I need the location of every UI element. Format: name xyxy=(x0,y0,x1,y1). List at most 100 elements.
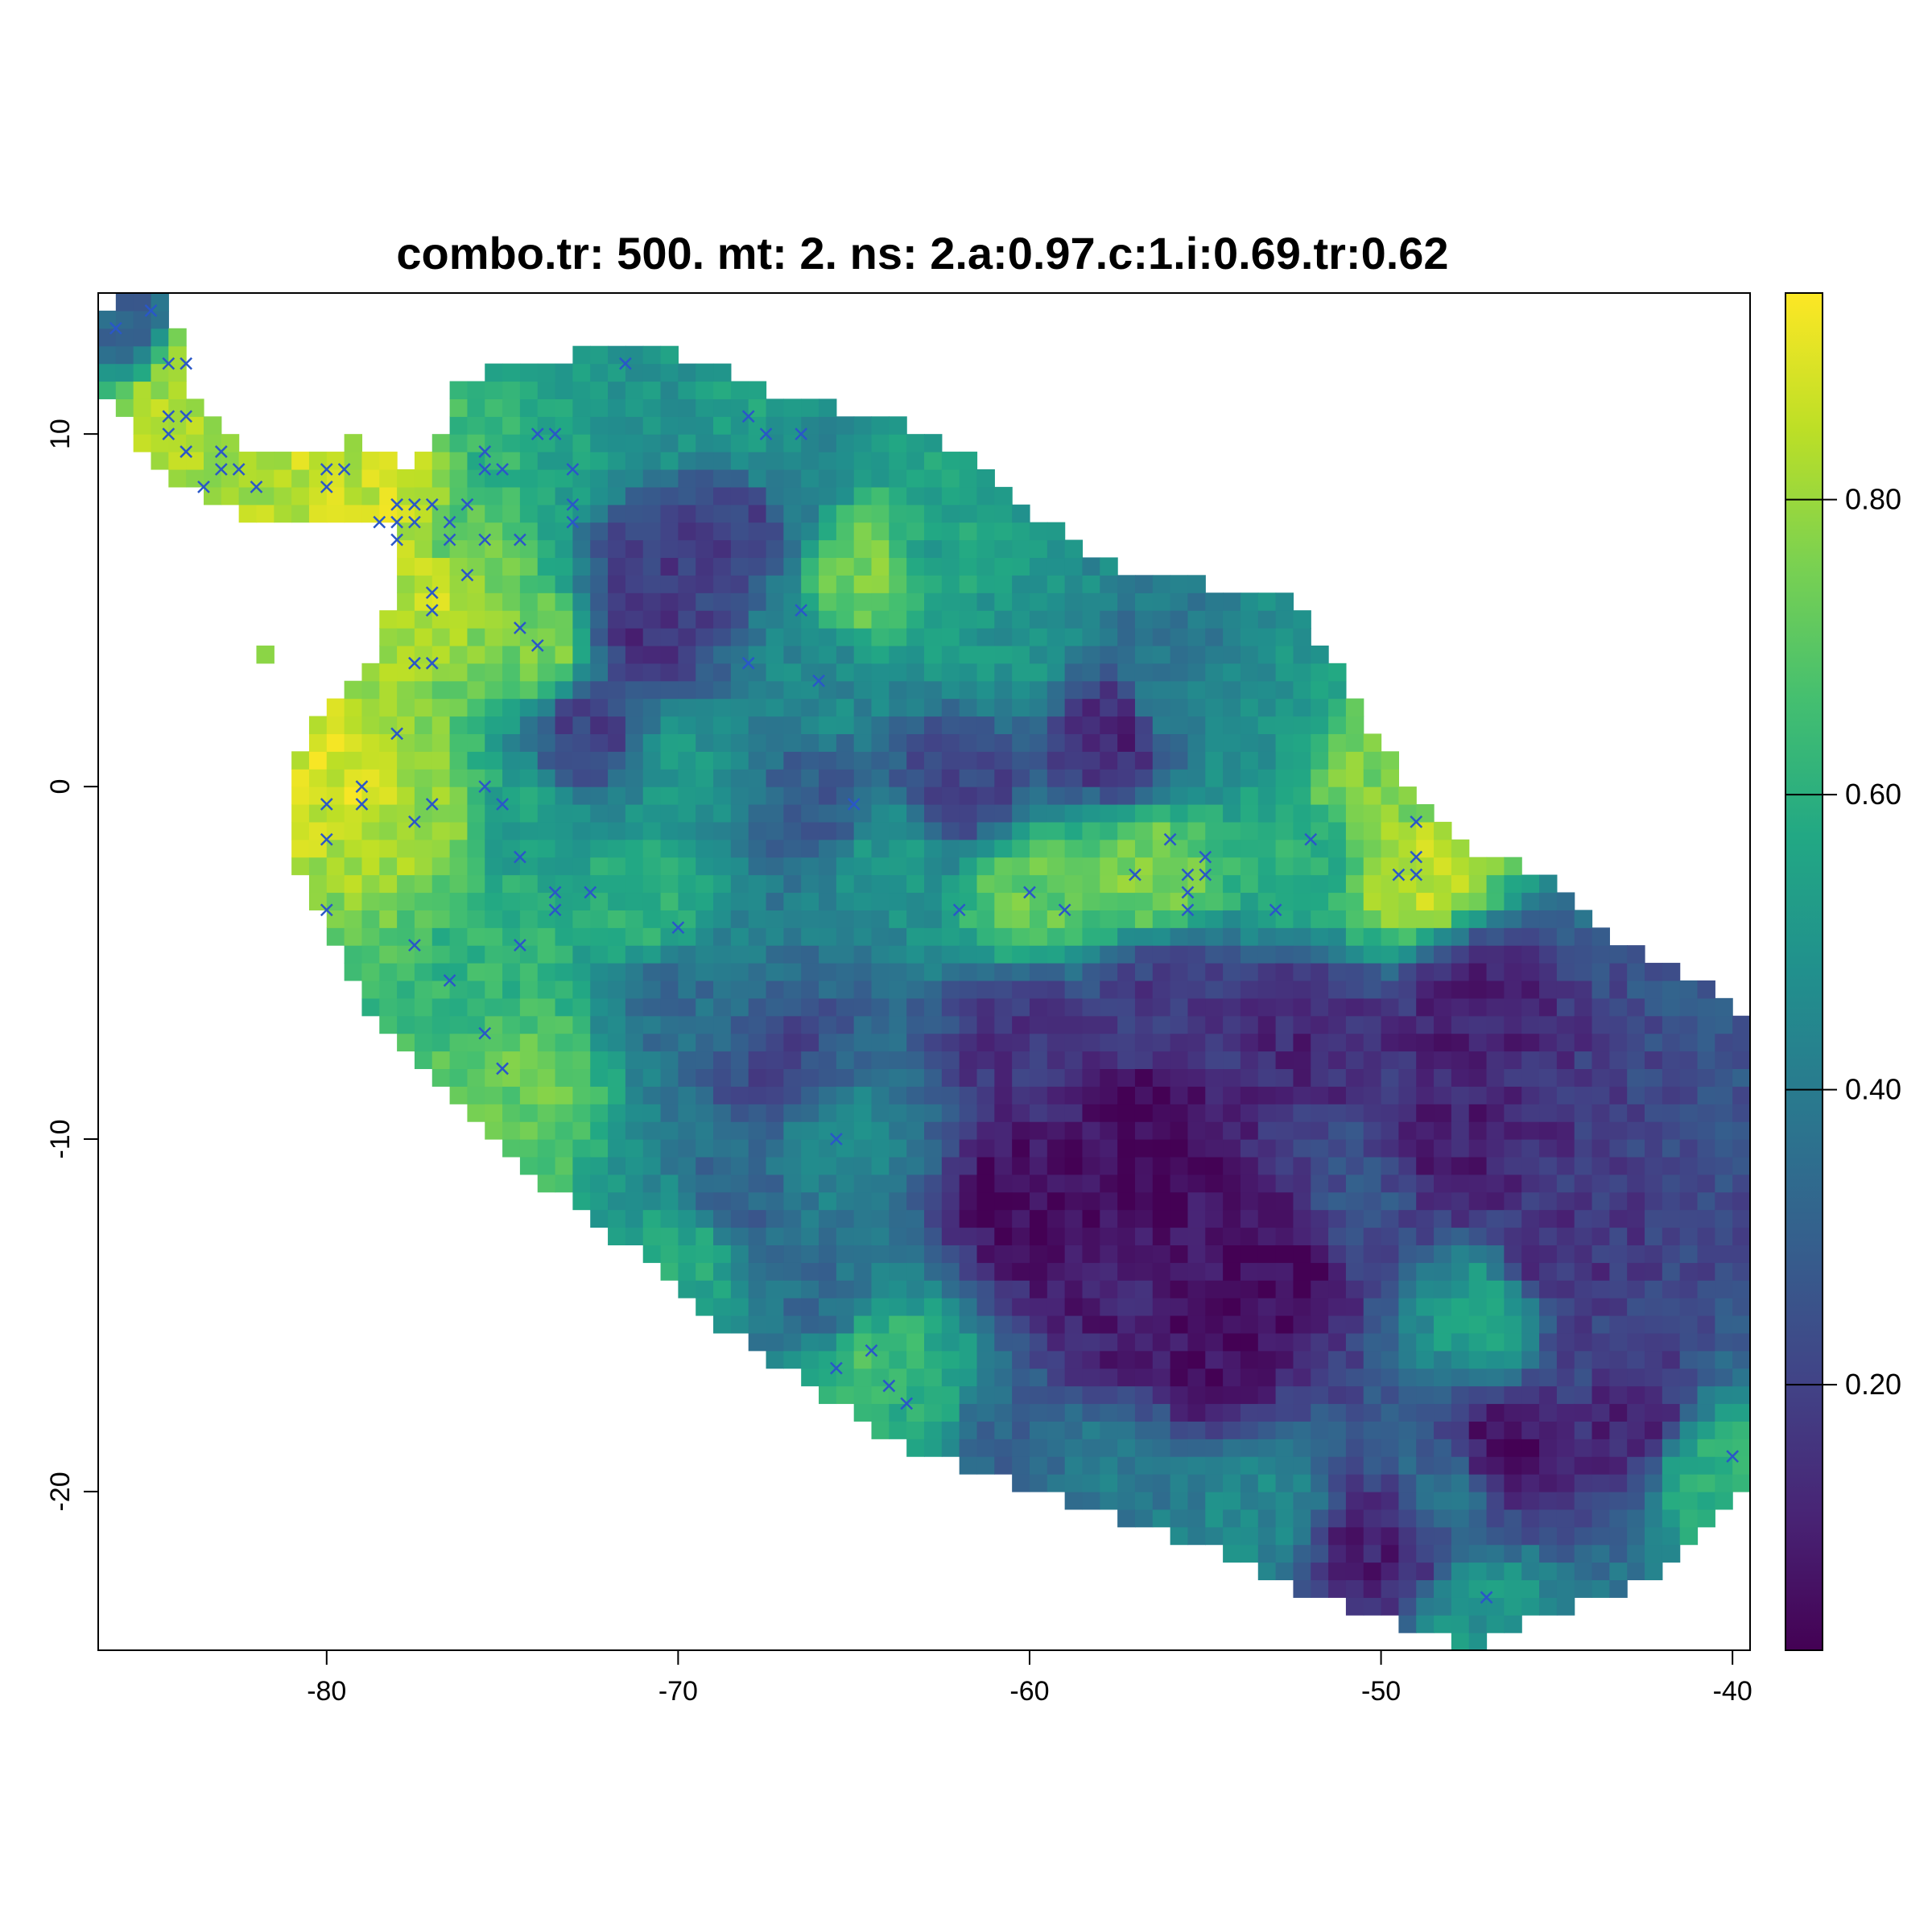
raster-cell xyxy=(1345,839,1364,858)
raster-cell xyxy=(1732,1245,1750,1263)
raster-cell xyxy=(1117,1245,1136,1263)
raster-cell xyxy=(1574,1350,1593,1369)
raster-cell xyxy=(1398,910,1417,928)
raster-cell xyxy=(1064,1491,1084,1510)
raster-cell xyxy=(1029,1139,1048,1158)
raster-cell xyxy=(941,857,960,876)
raster-cell xyxy=(1539,963,1558,981)
raster-cell xyxy=(1574,1421,1593,1439)
raster-cell xyxy=(1504,1456,1522,1475)
raster-cell xyxy=(1416,1509,1435,1528)
raster-cell xyxy=(1486,1403,1505,1422)
raster-cell xyxy=(379,645,398,664)
raster-cell xyxy=(941,663,960,682)
raster-cell xyxy=(1311,980,1329,999)
raster-cell xyxy=(924,469,943,488)
raster-cell xyxy=(590,1015,609,1034)
raster-cell xyxy=(1134,1033,1154,1052)
raster-cell xyxy=(519,963,539,981)
raster-cell xyxy=(730,751,749,770)
raster-cell xyxy=(1398,1597,1417,1616)
raster-cell xyxy=(1311,1139,1329,1158)
raster-cell xyxy=(1574,1015,1593,1034)
raster-cell xyxy=(1328,839,1347,858)
raster-cell xyxy=(1152,575,1171,593)
raster-cell xyxy=(819,857,837,876)
raster-cell xyxy=(1100,1280,1118,1298)
raster-cell xyxy=(678,1104,696,1122)
raster-cell xyxy=(696,645,714,664)
raster-cell xyxy=(1223,1191,1241,1211)
raster-cell xyxy=(696,363,714,382)
raster-cell xyxy=(1240,997,1259,1017)
raster-cell xyxy=(1328,980,1347,999)
raster-cell xyxy=(976,522,995,541)
raster-cell xyxy=(1645,1544,1663,1563)
raster-cell xyxy=(1240,874,1259,894)
raster-cell xyxy=(1697,1033,1715,1052)
raster-cell xyxy=(976,945,995,964)
raster-cell xyxy=(1363,1332,1382,1352)
raster-cell xyxy=(1152,1121,1171,1140)
raster-cell xyxy=(853,1156,873,1175)
raster-cell xyxy=(1012,997,1030,1017)
raster-cell xyxy=(976,1350,995,1369)
raster-cell xyxy=(1117,1209,1136,1228)
raster-cell xyxy=(1152,1474,1171,1492)
raster-cell xyxy=(414,910,433,928)
raster-cell xyxy=(1732,1033,1750,1052)
raster-cell xyxy=(1117,645,1136,664)
raster-cell xyxy=(730,786,749,805)
raster-cell xyxy=(1591,997,1610,1017)
raster-cell xyxy=(1100,1456,1118,1475)
raster-cell xyxy=(256,452,275,470)
raster-cell xyxy=(1434,997,1452,1017)
raster-cell xyxy=(853,910,873,928)
raster-cell xyxy=(976,1191,995,1211)
raster-cell xyxy=(1715,1474,1733,1492)
raster-cell xyxy=(1046,1104,1066,1122)
raster-cell xyxy=(801,575,819,593)
raster-cell xyxy=(379,927,398,946)
raster-cell xyxy=(1205,803,1224,823)
raster-cell xyxy=(1345,1033,1364,1052)
raster-cell xyxy=(1223,892,1241,910)
raster-cell xyxy=(572,716,591,735)
raster-cell xyxy=(1311,1104,1329,1122)
raster-cell xyxy=(1187,663,1206,682)
raster-cell xyxy=(976,557,995,576)
raster-cell xyxy=(924,1015,943,1034)
raster-cell xyxy=(730,1086,749,1104)
raster-cell xyxy=(1345,1068,1364,1087)
raster-cell xyxy=(941,1403,960,1422)
raster-cell xyxy=(801,1209,819,1228)
raster-cell xyxy=(1029,1245,1048,1263)
raster-cell xyxy=(1257,803,1277,823)
raster-cell xyxy=(1504,1615,1522,1633)
raster-cell xyxy=(1311,786,1329,805)
raster-cell xyxy=(1662,1209,1681,1228)
raster-cell xyxy=(1468,1262,1488,1281)
raster-cell xyxy=(1029,680,1048,700)
raster-cell xyxy=(1064,1191,1084,1211)
raster-cell xyxy=(1275,1068,1294,1087)
raster-cell xyxy=(1363,1121,1382,1140)
raster-cell xyxy=(1328,857,1347,876)
raster-cell xyxy=(1574,1139,1593,1158)
raster-cell xyxy=(906,1139,925,1158)
raster-cell xyxy=(1257,716,1277,735)
raster-cell xyxy=(1012,663,1030,682)
raster-cell xyxy=(941,469,960,488)
raster-cell xyxy=(625,945,644,964)
raster-cell xyxy=(1257,1315,1277,1334)
occurrence-marker xyxy=(548,427,562,441)
raster-cell xyxy=(537,1051,556,1070)
occurrence-marker xyxy=(250,480,263,493)
raster-cell xyxy=(1311,1526,1329,1546)
raster-cell xyxy=(976,1439,995,1457)
raster-cell xyxy=(801,398,819,417)
raster-cell xyxy=(748,874,767,894)
raster-cell xyxy=(1187,575,1206,593)
raster-cell xyxy=(766,1104,784,1122)
raster-cell xyxy=(819,416,837,435)
